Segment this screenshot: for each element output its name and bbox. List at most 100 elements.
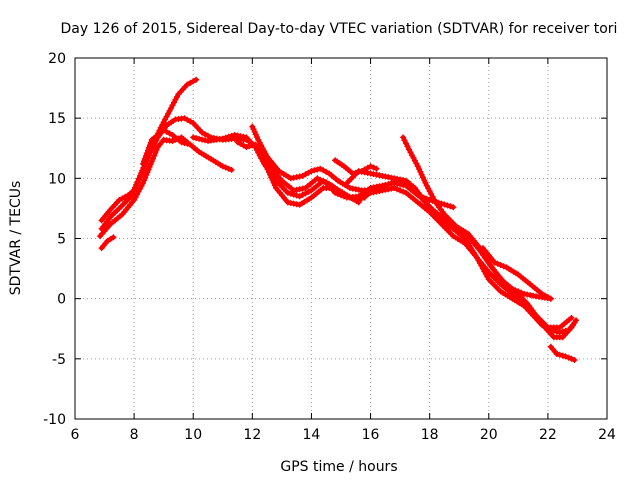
data-point [373, 165, 380, 172]
data-point [181, 140, 188, 146]
data-point [450, 204, 457, 211]
data-point [447, 203, 454, 210]
data-point [573, 317, 579, 324]
y-tick-label: -10 [43, 412, 66, 428]
data-point [568, 355, 575, 362]
data-point [202, 137, 208, 144]
data-point [367, 163, 374, 170]
data-point [141, 158, 147, 165]
data-point [222, 164, 229, 171]
data-point [565, 354, 572, 361]
data-point [193, 135, 200, 142]
data-point [271, 182, 278, 189]
data-point [249, 142, 256, 149]
x-tick-label: 14 [303, 427, 321, 443]
data-point [421, 177, 428, 184]
x-axis-label: GPS time / hours [280, 459, 397, 475]
data-point [169, 138, 176, 144]
data-point [444, 202, 451, 209]
data-point [190, 134, 197, 141]
data-point [553, 351, 560, 357]
y-tick-label: 0 [57, 292, 66, 308]
data-point [252, 131, 259, 138]
data-point [418, 171, 425, 178]
series-track-13 [479, 245, 554, 302]
data-point [287, 190, 294, 197]
data-point [143, 172, 150, 178]
data-point [196, 135, 203, 142]
data-point [137, 173, 144, 180]
data-point [199, 136, 206, 143]
data-point [571, 357, 578, 363]
data-point [228, 132, 235, 139]
data-point [497, 262, 504, 268]
data-point [284, 189, 291, 196]
x-tick-label: 20 [480, 427, 498, 443]
data-point [394, 186, 401, 193]
data-point [414, 163, 421, 170]
data-point [132, 184, 139, 191]
data-point [136, 176, 143, 183]
series-line [400, 135, 579, 340]
data-point [262, 161, 269, 168]
data-point [416, 166, 423, 173]
data-point [142, 174, 149, 181]
x-tick-label: 22 [539, 427, 557, 443]
x-tick-label: 10 [184, 427, 202, 443]
data-point [146, 163, 153, 170]
data-point [138, 170, 145, 177]
series-track-14 [547, 343, 578, 363]
data-point [491, 259, 498, 266]
data-point [441, 201, 448, 208]
y-tick-label: 10 [48, 171, 66, 187]
data-point [144, 147, 151, 154]
data-point [308, 168, 315, 175]
data-point [151, 152, 158, 159]
data-point [417, 168, 424, 175]
data-point [150, 155, 156, 162]
data-point [147, 161, 154, 168]
data-point [110, 234, 117, 241]
series-track-12 [400, 134, 579, 341]
data-point [225, 165, 232, 172]
data-point [178, 139, 185, 146]
data-point [243, 144, 250, 150]
data-point [311, 167, 318, 174]
data-point [219, 135, 226, 142]
y-tick-label: 15 [48, 111, 66, 127]
data-point [134, 179, 141, 186]
data-point [267, 171, 274, 178]
series-line [344, 168, 577, 335]
y-tick-label: -5 [52, 352, 66, 368]
data-point [143, 150, 150, 157]
data-point [131, 187, 138, 194]
data-point [140, 168, 146, 175]
data-point [290, 191, 297, 198]
data-point [133, 181, 140, 188]
data-point [153, 146, 160, 153]
chart-title: Day 126 of 2015, Sidereal Day-to-day VTE… [61, 21, 618, 37]
data-point [184, 140, 191, 147]
data-point [152, 149, 159, 156]
x-tick-label: 8 [130, 427, 139, 443]
data-point [314, 166, 321, 173]
data-point [264, 166, 271, 173]
series-track-11 [355, 185, 575, 331]
data-point [293, 192, 300, 199]
data-point [144, 169, 151, 176]
data-point [140, 160, 146, 167]
data-point [391, 185, 398, 191]
data-point [419, 174, 426, 181]
data-point [148, 158, 155, 165]
series-track-5 [140, 127, 235, 173]
series-track-2 [97, 134, 191, 240]
series-track-8 [249, 123, 554, 302]
series-line [356, 185, 574, 330]
data-point [556, 351, 563, 358]
y-axis-label: SDTVAR / TECUs [8, 181, 24, 296]
data-point [250, 126, 257, 133]
data-point [145, 166, 152, 173]
data-point [400, 188, 407, 195]
gridlines [75, 58, 607, 419]
